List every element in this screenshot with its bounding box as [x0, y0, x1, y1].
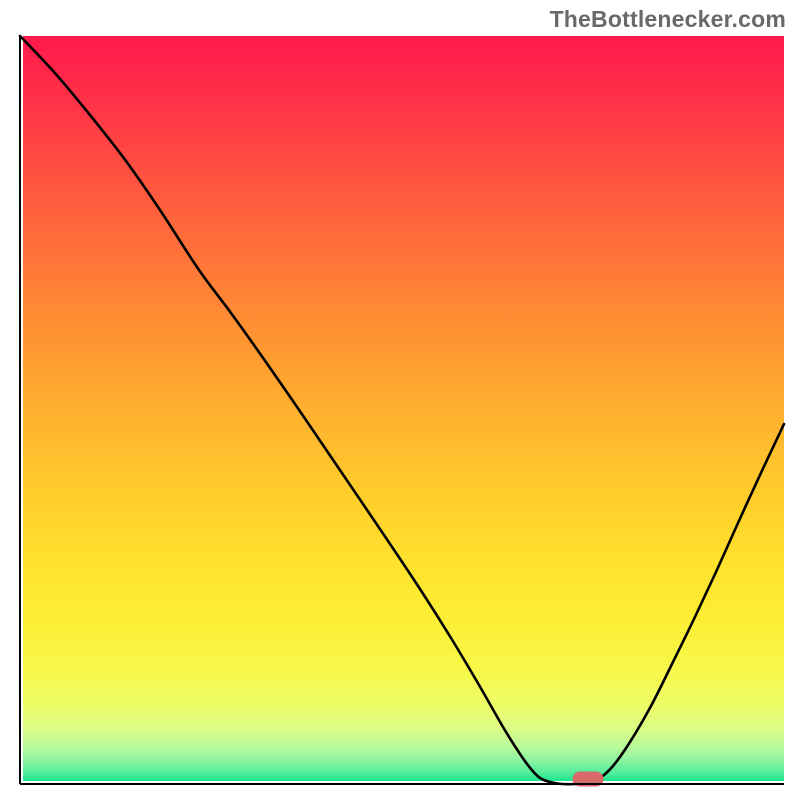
chart-svg	[0, 0, 800, 800]
watermark-label: TheBottlenecker.com	[550, 6, 786, 33]
bottleneck-chart: TheBottlenecker.com	[0, 0, 800, 800]
